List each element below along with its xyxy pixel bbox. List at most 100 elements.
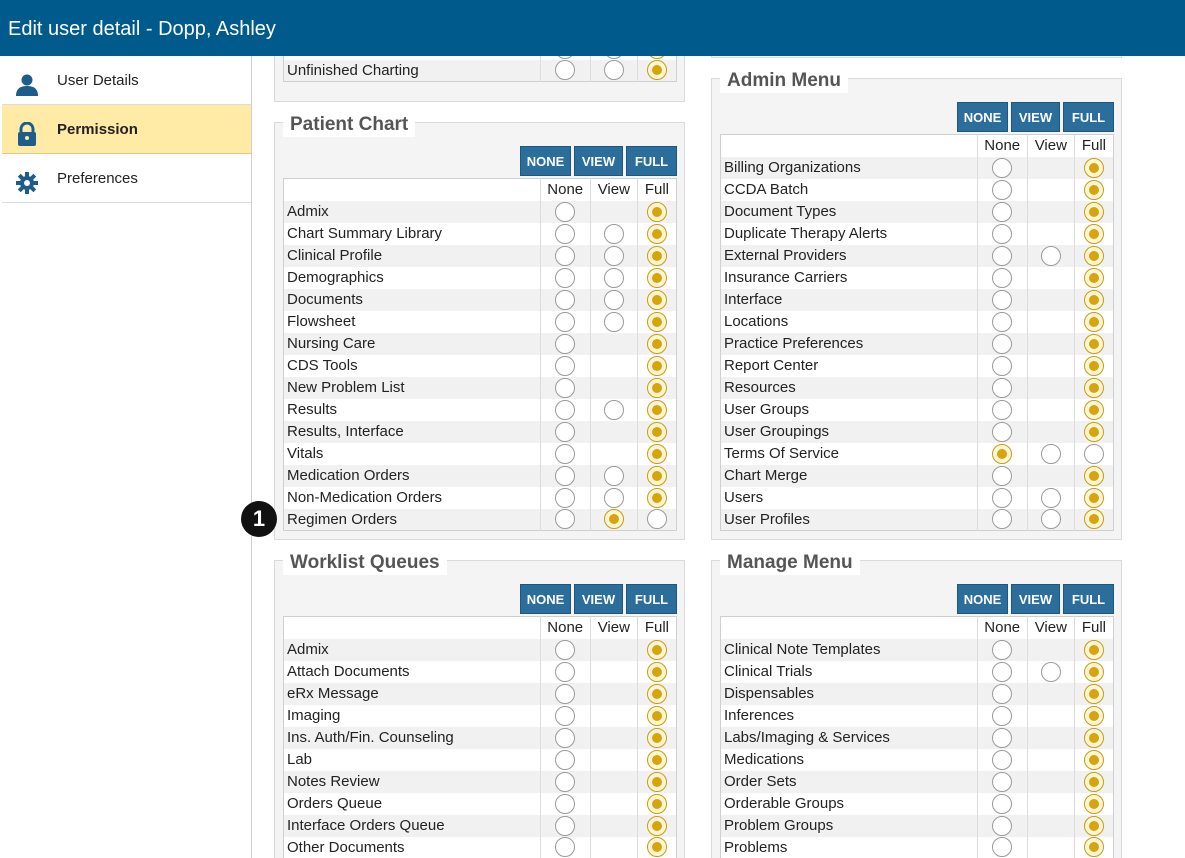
- radio-none-ins-auth-fin-counseling[interactable]: [555, 727, 576, 748]
- radio-full-terms-of-service[interactable]: [1083, 443, 1104, 464]
- radio-none-user-groupings[interactable]: [992, 421, 1013, 442]
- radio-full-insurance-carriers[interactable]: [1083, 267, 1104, 288]
- radio-full-medication-orders[interactable]: [646, 465, 667, 486]
- radio-view-regimen-orders[interactable]: [603, 509, 624, 530]
- radio-none-lab[interactable]: [555, 749, 576, 770]
- radio-none-resources[interactable]: [992, 377, 1013, 398]
- radio-none-flowsheet[interactable]: [555, 311, 576, 332]
- radio-full-admix[interactable]: [646, 639, 667, 660]
- none-all-button[interactable]: NONE: [957, 584, 1008, 614]
- radio-full-clinical-profile[interactable]: [646, 245, 667, 266]
- radio-full-cds-tools[interactable]: [646, 355, 667, 376]
- radio-none-medication-orders[interactable]: [555, 465, 576, 486]
- radio-view-demographics[interactable]: [603, 267, 624, 288]
- sidebar-item-preferences[interactable]: Preferences: [2, 154, 251, 203]
- radio-full-practice-preferences[interactable]: [1083, 333, 1104, 354]
- radio-view-non-medication-orders[interactable]: [603, 487, 624, 508]
- sidebar-item-permission[interactable]: Permission: [2, 105, 251, 154]
- radio-none-regimen-orders[interactable]: [555, 509, 576, 530]
- radio-full-dispensables[interactable]: [1083, 683, 1104, 704]
- radio-full-labs-imaging-services[interactable]: [1083, 727, 1104, 748]
- radio-none-non-medication-orders[interactable]: [555, 487, 576, 508]
- radio-view-users[interactable]: [1040, 487, 1061, 508]
- radio-full-document-types[interactable]: [1083, 201, 1104, 222]
- radio-none-dispensables[interactable]: [992, 683, 1013, 704]
- full-all-button[interactable]: FULL: [626, 146, 677, 176]
- radio-full-nursing-care[interactable]: [646, 333, 667, 354]
- radio-full-chart-summary-library[interactable]: [646, 223, 667, 244]
- radio-full-erx-message[interactable]: [646, 683, 667, 704]
- radio-none-problem-groups[interactable]: [992, 815, 1013, 836]
- radio-full-documents[interactable]: [646, 289, 667, 310]
- full-all-button[interactable]: FULL: [1063, 102, 1114, 132]
- radio-none-imaging[interactable]: [555, 705, 576, 726]
- radio-none-attach-documents[interactable]: [555, 661, 576, 682]
- radio-none-document-types[interactable]: [992, 201, 1013, 222]
- radio-none-duplicate-therapy-alerts[interactable]: [992, 223, 1013, 244]
- radio-none-locations[interactable]: [992, 311, 1013, 332]
- radio-none-demographics[interactable]: [555, 267, 576, 288]
- radio-none-new-problem-list[interactable]: [555, 377, 576, 398]
- radio-full-billing-organizations[interactable]: [1083, 157, 1104, 178]
- view-all-button[interactable]: VIEW: [574, 146, 623, 176]
- radio-full-user-groupings[interactable]: [1083, 421, 1104, 442]
- radio-full-non-medication-orders[interactable]: [646, 487, 667, 508]
- radio-full-visit-list[interactable]: [646, 56, 667, 59]
- radio-full-medications[interactable]: [1083, 749, 1104, 770]
- radio-full-lab[interactable]: [646, 749, 667, 770]
- radio-none-results-interface[interactable]: [555, 421, 576, 442]
- radio-full-notes-review[interactable]: [646, 771, 667, 792]
- radio-full-users[interactable]: [1083, 487, 1104, 508]
- radio-none-orders-queue[interactable]: [555, 793, 576, 814]
- radio-none-notes-review[interactable]: [555, 771, 576, 792]
- radio-full-user-groups[interactable]: [1083, 399, 1104, 420]
- radio-full-interface[interactable]: [1083, 289, 1104, 310]
- radio-none-ccda-batch[interactable]: [992, 179, 1013, 200]
- radio-full-orders-queue[interactable]: [646, 793, 667, 814]
- radio-none-terms-of-service[interactable]: [992, 443, 1013, 464]
- radio-none-clinical-trials[interactable]: [992, 661, 1013, 682]
- radio-view-clinical-trials[interactable]: [1040, 661, 1061, 682]
- radio-view-flowsheet[interactable]: [603, 311, 624, 332]
- radio-view-results[interactable]: [603, 399, 624, 420]
- full-all-button[interactable]: FULL: [1063, 584, 1114, 614]
- radio-none-users[interactable]: [992, 487, 1013, 508]
- radio-full-clinical-note-templates[interactable]: [1083, 639, 1104, 660]
- radio-view-documents[interactable]: [603, 289, 624, 310]
- radio-full-problems[interactable]: [1083, 837, 1104, 858]
- radio-none-problems[interactable]: [992, 837, 1013, 858]
- radio-none-billing-organizations[interactable]: [992, 157, 1013, 178]
- radio-view-visit-list[interactable]: [603, 56, 624, 59]
- full-all-button[interactable]: FULL: [626, 584, 677, 614]
- radio-view-terms-of-service[interactable]: [1040, 443, 1061, 464]
- radio-full-user-profiles[interactable]: [1083, 509, 1104, 530]
- radio-full-demographics[interactable]: [646, 267, 667, 288]
- none-all-button[interactable]: NONE: [957, 102, 1008, 132]
- radio-none-visit-list[interactable]: [555, 56, 576, 59]
- radio-full-orderable-groups[interactable]: [1083, 793, 1104, 814]
- radio-none-nursing-care[interactable]: [555, 333, 576, 354]
- radio-full-external-providers[interactable]: [1083, 245, 1104, 266]
- radio-full-regimen-orders[interactable]: [646, 509, 667, 530]
- radio-none-orderable-groups[interactable]: [992, 793, 1013, 814]
- radio-full-imaging[interactable]: [646, 705, 667, 726]
- radio-full-unfinished-charting[interactable]: [646, 60, 667, 81]
- radio-none-practice-preferences[interactable]: [992, 333, 1013, 354]
- radio-none-interface-orders-queue[interactable]: [555, 815, 576, 836]
- radio-full-resources[interactable]: [1083, 377, 1104, 398]
- radio-none-insurance-carriers[interactable]: [992, 267, 1013, 288]
- radio-full-new-problem-list[interactable]: [646, 377, 667, 398]
- radio-none-vitals[interactable]: [555, 443, 576, 464]
- radio-none-labs-imaging-services[interactable]: [992, 727, 1013, 748]
- radio-none-user-profiles[interactable]: [992, 509, 1013, 530]
- view-all-button[interactable]: VIEW: [1011, 102, 1060, 132]
- radio-none-interface[interactable]: [992, 289, 1013, 310]
- radio-full-admix[interactable]: [646, 201, 667, 222]
- radio-view-clinical-profile[interactable]: [603, 245, 624, 266]
- radio-none-unfinished-charting[interactable]: [555, 60, 576, 81]
- radio-full-order-sets[interactable]: [1083, 771, 1104, 792]
- radio-none-documents[interactable]: [555, 289, 576, 310]
- radio-view-medication-orders[interactable]: [603, 465, 624, 486]
- radio-view-chart-summary-library[interactable]: [603, 223, 624, 244]
- radio-full-locations[interactable]: [1083, 311, 1104, 332]
